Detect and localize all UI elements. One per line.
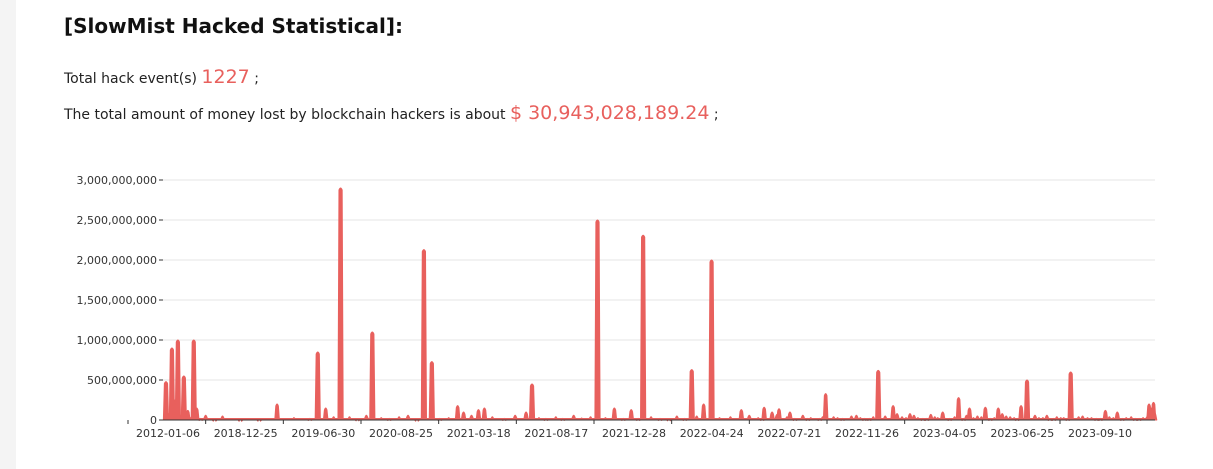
loss-spike (628, 409, 635, 421)
hack-events-count: 1227 (201, 66, 250, 88)
loss-spike (185, 409, 191, 421)
x-tick-label: 2022-07-21 (757, 427, 821, 440)
loss-spike (1023, 379, 1031, 421)
loss-spike (700, 403, 707, 421)
x-tick-label: 2023-09-10 (1068, 427, 1132, 440)
x-tick-label: 2023-04-05 (913, 427, 977, 440)
loss-spike (594, 219, 601, 421)
loss-spike (193, 407, 200, 421)
loss-spike (1102, 409, 1109, 421)
loss-spike (1018, 405, 1024, 421)
x-tick-label: 2012-01-06 (136, 427, 200, 440)
loss-spike (475, 409, 482, 421)
x-tick-label: 2020-08-25 (369, 427, 433, 440)
loss-spike (274, 403, 280, 421)
x-tick-label: 2022-11-26 (835, 427, 899, 440)
loss-spike (420, 249, 427, 421)
loss-spike (528, 383, 536, 421)
loss-series (162, 187, 1158, 422)
loss-spike (180, 375, 187, 421)
page-title: [SlowMist Hacked Statistical]: (64, 14, 404, 38)
loss-spike (481, 407, 488, 421)
loss-spike (162, 381, 170, 421)
loss-spike (190, 339, 197, 421)
loss-spike (982, 406, 989, 421)
loss-spike (688, 369, 695, 421)
loss-spike (1067, 371, 1074, 421)
loss-spike (966, 407, 973, 421)
x-tick-label: 2018-12-25 (214, 427, 278, 440)
x-tick-label: 2021-03-18 (447, 427, 511, 440)
loss-spike (428, 361, 435, 421)
y-tick-label: 2,000,000,000 (77, 254, 157, 267)
stats-card: [SlowMist Hacked Statistical]: Total hac… (16, 0, 1213, 469)
loss-spike (708, 259, 715, 421)
chart-axes: 0 500,000,000 1,000,000,000 1,500,000,000 2,… (77, 174, 1155, 440)
chart-grid (163, 179, 1155, 421)
hack-events-stat: Total hack event(s) 1227 ; (64, 66, 259, 88)
y-tick-label: 3,000,000,000 (77, 174, 157, 187)
y-tick-label: 500,000,000 (87, 374, 157, 387)
x-tick-label: 2019-06-30 (291, 427, 355, 440)
y-tick-label: 2,500,000,000 (77, 214, 157, 227)
x-tick-label: 2021-08-17 (524, 427, 588, 440)
loss-spike (738, 409, 745, 421)
loss-spike (611, 407, 618, 421)
y-tick-label: 1,000,000,000 (77, 334, 157, 347)
loss-spike (337, 187, 344, 421)
loss-spike (995, 407, 1002, 421)
loss-spike (640, 234, 647, 421)
loss-spike (314, 351, 321, 421)
loss-spike (822, 393, 829, 421)
loss-spike (875, 369, 882, 421)
loss-spike (174, 339, 181, 421)
hack-events-suffix: ; (254, 71, 259, 87)
loss-spike (322, 407, 329, 421)
x-tick-label: 2023-06-25 (990, 427, 1054, 440)
loss-spike (955, 397, 962, 421)
loss-spike (369, 331, 376, 421)
x-tick-label: 2021-12-28 (602, 427, 666, 440)
loss-spike (1146, 403, 1152, 421)
loss-spike (890, 405, 896, 421)
loss-spike (454, 405, 461, 421)
series-baseline (165, 418, 1155, 420)
money-lost-amount: $ 30,943,028,189.24 (509, 102, 710, 124)
y-tick-label: 1,500,000,000 (77, 294, 157, 307)
money-lost-suffix: ; (713, 107, 719, 123)
x-tick-label: 2022-04-24 (680, 427, 744, 440)
loss-spike (761, 406, 767, 421)
money-lost-stat: The total amount of money lost by blockc… (64, 102, 719, 124)
money-lost-label: The total amount of money lost by blockc… (64, 107, 506, 123)
hack-events-label: Total hack event(s) (64, 71, 197, 87)
y-tick-label: 0 (150, 414, 157, 427)
